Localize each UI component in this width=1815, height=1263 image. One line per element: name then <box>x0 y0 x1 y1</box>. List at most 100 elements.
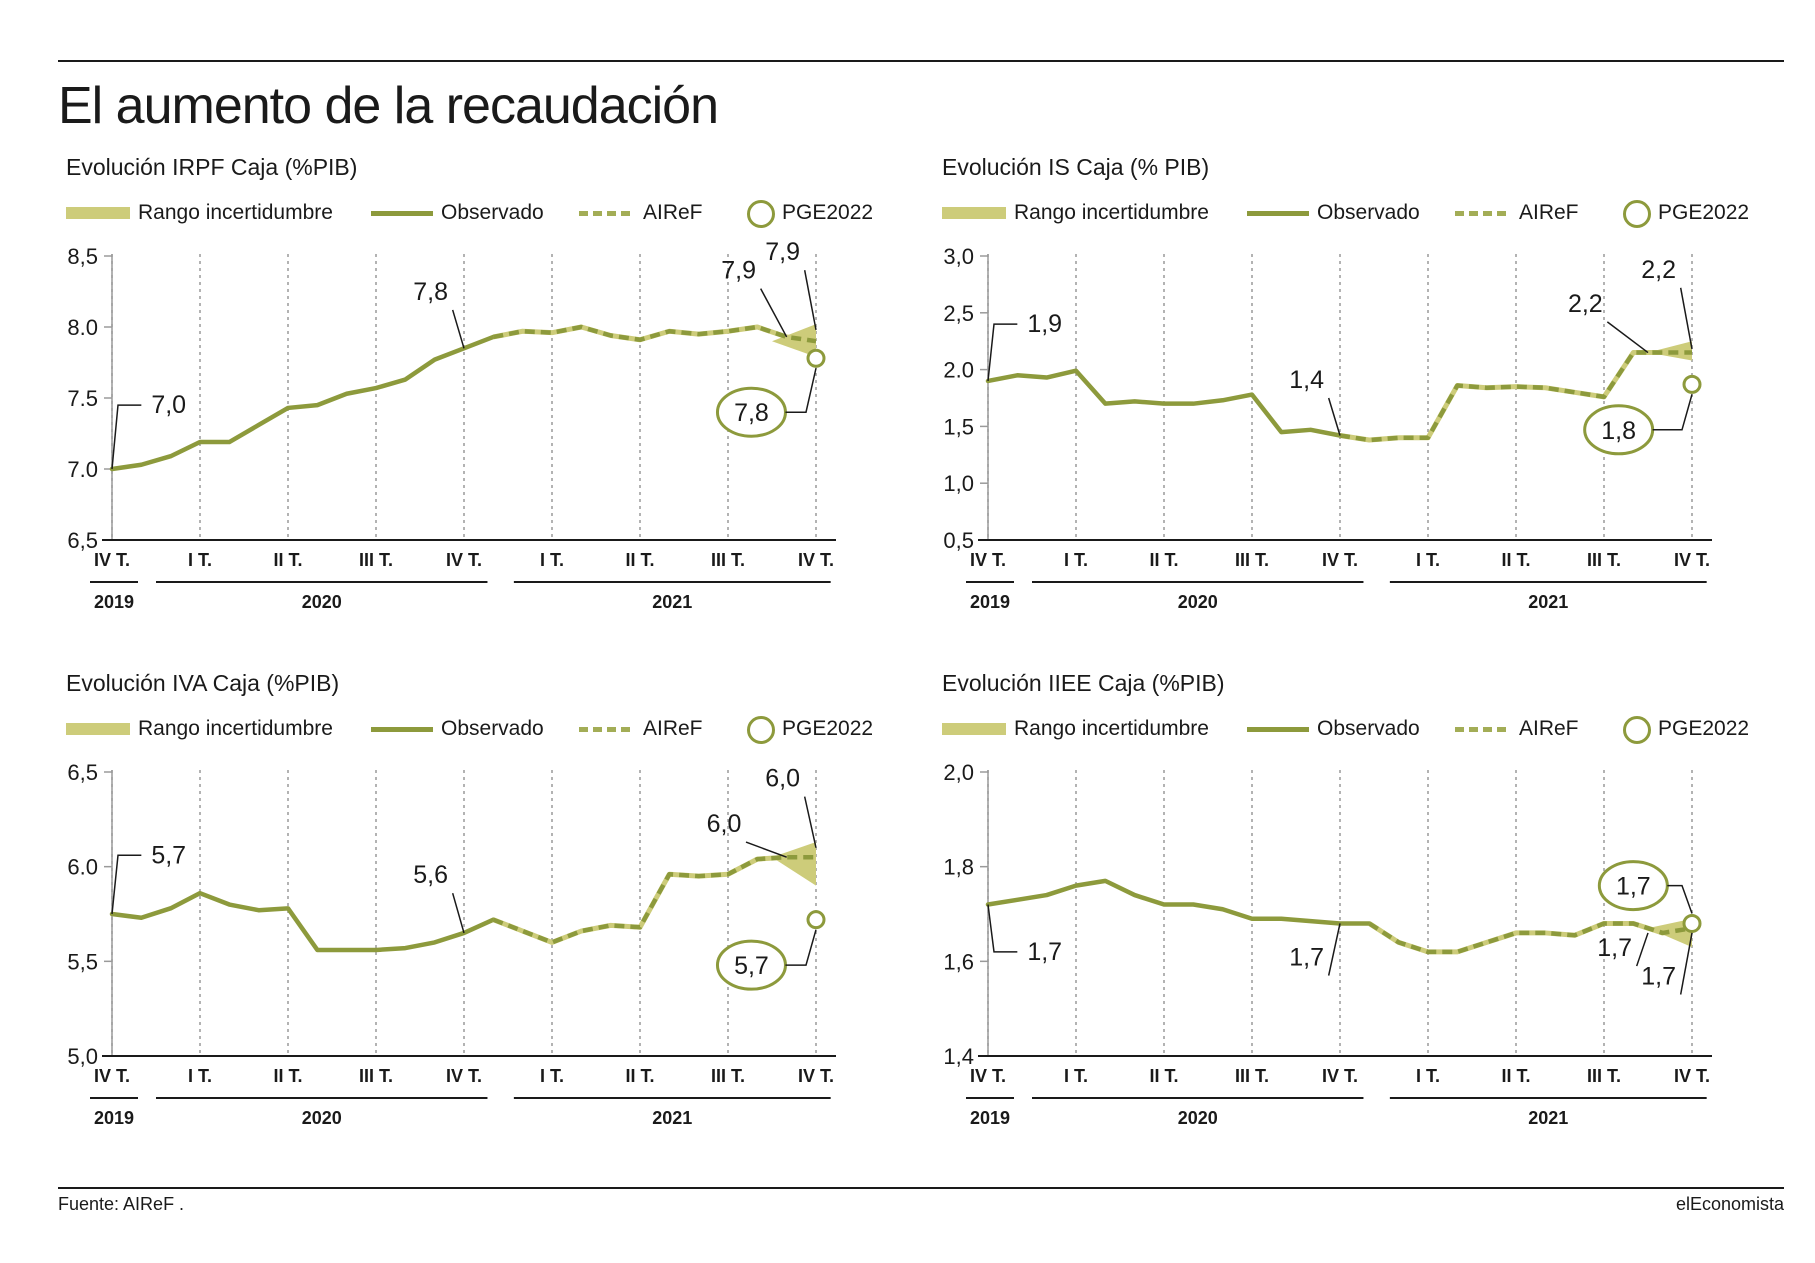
y-tick-label: 1,6 <box>943 949 974 974</box>
x-tick-label: I T. <box>540 550 564 570</box>
annotation-leader <box>1327 397 1341 436</box>
annotation-leader <box>1679 932 1693 995</box>
legend-item-airef: AIReF <box>579 714 703 744</box>
x-tick-label: IV T. <box>94 1066 130 1086</box>
year-label: 2019 <box>94 592 134 612</box>
x-tick-label: II T. <box>273 550 302 570</box>
pge-value-label: 7,8 <box>734 399 769 427</box>
range-swatch-icon <box>66 714 130 744</box>
chart-panel-iva: 6,5 6.0 5,5 5,0 IV T. I T. II T. III T. IV T. I T… <box>58 670 933 1140</box>
x-tick-label: IV T. <box>798 1066 834 1086</box>
x-tick-label: II T. <box>1501 1066 1530 1086</box>
y-tick-label: 8,5 <box>67 244 98 269</box>
year-label: 2020 <box>1178 1108 1218 1128</box>
annotation-leader <box>785 929 817 966</box>
chart-title: Evolución IVA Caja (%PIB) <box>66 670 340 696</box>
annotation-leader <box>1327 923 1341 976</box>
annotation-leader <box>1679 287 1693 350</box>
x-tick-label: II T. <box>625 550 654 570</box>
y-tick-label: 2,5 <box>943 301 974 326</box>
dashed-line-icon <box>579 714 635 744</box>
annotation-leader <box>111 854 142 915</box>
legend-label-airef: AIReF <box>643 201 703 224</box>
x-tick-label: I T. <box>1064 1066 1088 1086</box>
solid-line-icon <box>1247 714 1309 744</box>
annotation-label: 5,6 <box>413 861 448 889</box>
y-tick-label: 7.5 <box>67 386 98 411</box>
x-tick-label: I T. <box>188 1066 212 1086</box>
bottom-rule <box>58 1187 1784 1189</box>
annotation-label: 1,9 <box>1027 310 1062 338</box>
x-tick-label: IV T. <box>446 1066 482 1086</box>
legend-item-observed: Observado <box>1247 198 1420 228</box>
legend-label-observed: Observado <box>441 201 544 224</box>
chart-irpf-svg: 8,58.07.57.06,5IV T. I T. II T. III T. IV T.… <box>67 238 836 612</box>
annotation-leader <box>111 404 142 470</box>
range-swatch-icon <box>66 198 130 228</box>
legend: Rango incertidumbre Observado AIReF PGE2… <box>942 714 1802 744</box>
legend-label-range: Rango incertidumbre <box>138 717 333 740</box>
legend-item-range: Rango incertidumbre <box>942 714 1209 744</box>
annotation-leader <box>451 309 465 349</box>
airef-series-line <box>492 854 816 945</box>
year-label: 2021 <box>1528 592 1568 612</box>
annotation-label: 5,7 <box>151 841 186 869</box>
legend-label-range: Rango incertidumbre <box>138 201 333 224</box>
uncertainty-range-wedge <box>772 842 816 886</box>
y-tick-label: 2.0 <box>943 358 974 383</box>
circle-marker-icon <box>746 714 775 744</box>
annotation-label: 6,0 <box>707 810 742 838</box>
solid-line-icon <box>1247 198 1309 228</box>
annotation-leader <box>1667 884 1693 914</box>
legend: Rango incertidumbre Observado AIReF PGE2… <box>66 714 926 744</box>
annotation-label: 7,0 <box>151 391 186 419</box>
legend-item-range: Rango incertidumbre <box>66 198 333 228</box>
annotation-label: 1,4 <box>1289 366 1324 394</box>
legend-label-range: Rango incertidumbre <box>1014 201 1209 224</box>
legend-item-airef: AIReF <box>1455 714 1579 744</box>
dashed-line-icon <box>1455 198 1511 228</box>
x-tick-label: III T. <box>711 550 745 570</box>
x-tick-label: IV T. <box>1322 1066 1358 1086</box>
annotation-label: 7,9 <box>721 257 756 285</box>
y-tick-label: 0,5 <box>943 528 974 553</box>
legend-item-range: Rango incertidumbre <box>942 198 1209 228</box>
x-tick-label: IV T. <box>1674 550 1710 570</box>
airef-series-underlay <box>1339 350 1692 443</box>
x-tick-label: II T. <box>1149 550 1178 570</box>
legend-label-pge: PGE2022 <box>1658 717 1750 740</box>
annotation-leader <box>760 288 788 338</box>
top-rule <box>58 60 1784 62</box>
annotation-label: 2,2 <box>1568 290 1603 318</box>
annotation-leader <box>803 270 817 330</box>
annotation-leader <box>785 368 817 413</box>
legend-item-pge: PGE2022 <box>746 714 873 744</box>
annotation-label: 7,9 <box>765 238 800 266</box>
legend-item-range: Rango incertidumbre <box>66 714 333 744</box>
y-tick-label: 7.0 <box>67 457 98 482</box>
year-label: 2020 <box>1178 592 1218 612</box>
legend: Rango incertidumbre Observado AIReF PGE2… <box>942 198 1802 228</box>
x-tick-label: III T. <box>1235 1066 1269 1086</box>
annotation-label: 1,7 <box>1027 938 1062 966</box>
x-tick-label: III T. <box>359 1066 393 1086</box>
x-tick-label: III T. <box>711 1066 745 1086</box>
y-tick-label: 6,5 <box>67 760 98 785</box>
legend-item-observed: Observado <box>1247 714 1420 744</box>
range-swatch-icon <box>942 198 1006 228</box>
annotation-label: 1,7 <box>1641 962 1676 990</box>
x-tick-label: IV T. <box>446 550 482 570</box>
annotation-leader <box>1606 321 1649 354</box>
x-tick-label: I T. <box>1416 1066 1440 1086</box>
legend-item-pge: PGE2022 <box>1622 198 1749 228</box>
range-swatch-icon <box>942 714 1006 744</box>
legend-label-range: Rango incertidumbre <box>1014 717 1209 740</box>
airef-series-line <box>1368 921 1693 955</box>
source-note: Fuente: AIReF . <box>58 1194 185 1214</box>
legend-item-observed: Observado <box>371 198 544 228</box>
y-tick-label: 6,5 <box>67 528 98 553</box>
year-label: 2020 <box>302 592 342 612</box>
solid-line-icon <box>371 714 433 744</box>
x-tick-label: IV T. <box>1322 550 1358 570</box>
y-tick-label: 1,8 <box>943 855 974 880</box>
